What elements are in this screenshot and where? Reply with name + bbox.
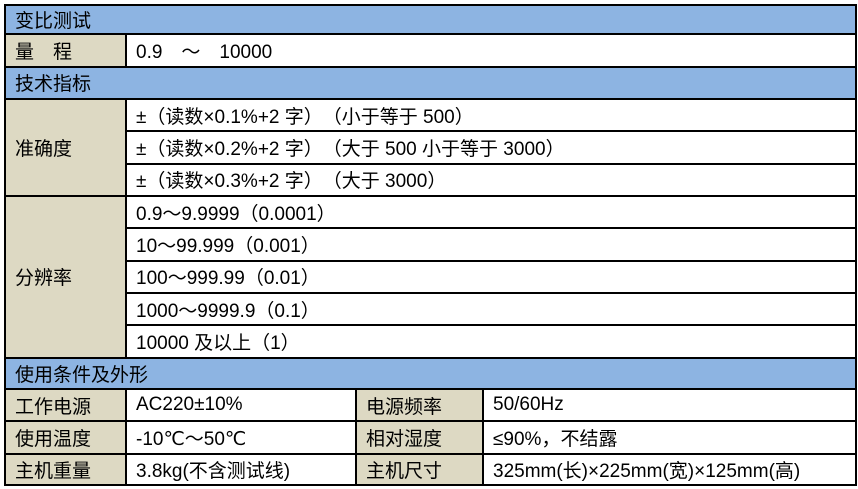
- relative-humidity-value: ≤90%，不结露: [481, 420, 858, 455]
- power-frequency-value: 50/60Hz: [481, 387, 858, 423]
- host-weight-value: 3.8kg(不含测试线): [125, 452, 357, 487]
- power-supply-label: 工作电源: [4, 387, 127, 423]
- resolution-row: 10000 及以上（1）: [124, 324, 858, 359]
- accuracy-row: ±（读数×0.2%+2 字） （大于 500 小于等于 3000）: [124, 130, 858, 165]
- accuracy-label: 准确度: [4, 97, 127, 197]
- operating-temperature-value: -10℃～50℃: [125, 420, 357, 455]
- accuracy-row: ±（读数×0.1%+2 字） （小于等于 500）: [124, 97, 858, 133]
- spec-table: 变比测试 量 程 0.9 ～ 10000 技术指标 准确度 ±（读数×0.1%+…: [3, 3, 858, 487]
- relative-humidity-label: 相对湿度: [355, 420, 484, 455]
- resolution-row: 10～99.999（0.001）: [124, 227, 858, 262]
- host-dimensions-label: 主机尺寸: [355, 452, 484, 487]
- resolution-row: 0.9～9.9999（0.0001）: [124, 194, 858, 230]
- power-supply-value: AC220±10%: [125, 387, 357, 423]
- operating-temperature-label: 使用温度: [4, 420, 127, 455]
- section-header-usage-conditions: 使用条件及外形: [3, 356, 858, 390]
- range-value: 0.9 ～ 10000: [124, 33, 858, 68]
- host-dimensions-value: 325mm(长)×225mm(宽)×125mm(高): [481, 452, 858, 487]
- section-header-ratio-test: 变比测试: [3, 3, 858, 36]
- resolution-row: 100～999.99（0.01）: [124, 259, 858, 294]
- section-header-tech-specs: 技术指标: [3, 65, 858, 100]
- power-frequency-label: 电源频率: [355, 387, 484, 423]
- host-weight-label: 主机重量: [4, 452, 127, 487]
- range-label: 量 程: [4, 33, 127, 68]
- resolution-row: 1000～9999.9（0.1）: [124, 291, 858, 327]
- resolution-label: 分辨率: [4, 194, 127, 359]
- accuracy-row: ±（读数×0.3%+2 字） （大于 3000）: [124, 162, 858, 197]
